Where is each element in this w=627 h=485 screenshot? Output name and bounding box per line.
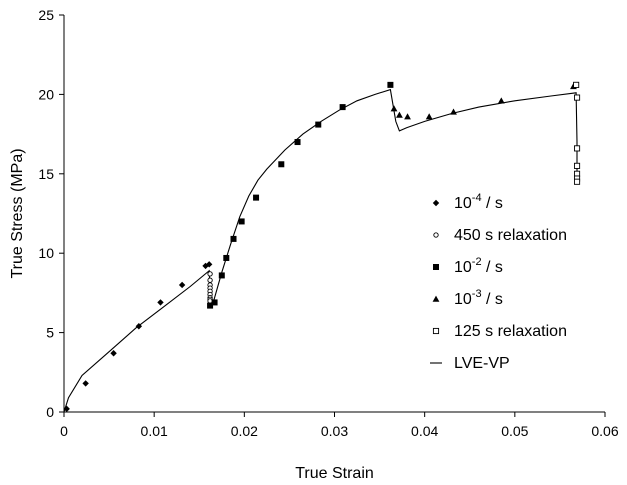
legend-item: 10-2 / s [433,256,503,276]
legend-item: 10-4 / s [432,192,503,212]
legend-label: 450 s relaxation [454,227,567,244]
data-point [207,271,213,277]
legend-label: 10-2 / s [454,256,503,276]
data-point [450,108,457,115]
data-point [573,178,581,185]
data-point [339,104,346,111]
series-3 [390,83,577,120]
data-point [230,235,237,242]
data-point [207,277,213,283]
legend-label: 125 s relaxation [454,323,567,340]
legend-item: LVE-VP [430,355,510,372]
x-tick-label: 0.05 [501,423,528,439]
data-point [253,194,260,201]
legend: 10-4 / s 450 s relaxation 10-2 / s 10-3 / s… [430,192,567,372]
data-point [238,218,245,225]
legend-label: LVE-VP [454,355,510,372]
data-point [294,139,301,146]
data-point [497,97,505,104]
legend-item: 125 s relaxation [432,323,567,340]
x-tick-label: 0.06 [591,423,618,439]
legend-marker [433,264,439,270]
y-tick-label: 25 [38,7,54,23]
data-point [573,94,581,101]
legend-item: 450 s relaxation [433,227,567,244]
x-tick-label: 0 [60,423,68,439]
data-point [425,113,433,120]
data-point [211,299,218,306]
x-tick-label: 0.02 [231,423,258,439]
y-tick-label: 20 [38,86,54,102]
legend-label: 10-3 / s [454,288,503,308]
ticks: 0 0.01 0.02 0.03 0.04 0.05 0.06 0 5 10 15 20 25 [38,7,618,439]
data-point [63,405,70,413]
legend-marker [432,295,440,302]
y-tick-label: 5 [46,325,54,341]
legend-item: 10-3 / s [432,288,503,308]
data-point [178,281,186,289]
data-point [218,272,225,279]
series-4 [573,81,581,185]
data-point [390,105,398,112]
y-tick-label: 0 [46,404,54,420]
legend-marker [432,199,440,207]
data-point [278,161,285,168]
y-axis-title: True Stress (MPa) [9,148,26,278]
x-tick-label: 0.03 [321,423,348,439]
data-point [315,121,322,128]
x-tick-label: 0.04 [411,423,438,439]
y-tick-label: 15 [38,166,54,182]
y-tick-label: 10 [38,245,54,261]
series-0 [63,261,213,413]
data-point [157,299,164,306]
legend-marker [433,232,439,238]
data-point [207,302,214,309]
series-2 [207,81,394,309]
data-point [82,380,89,387]
data-point [205,261,213,268]
data-point [573,81,580,88]
axes [63,15,605,413]
data-point [396,111,403,118]
data-marks [63,81,581,413]
data-point [573,162,581,169]
x-tick-label: 0.01 [141,423,168,439]
data-point [573,145,581,152]
legend-label: 10-4 / s [454,192,503,212]
data-point [110,350,117,357]
data-point [387,81,394,88]
legend-marker [432,327,440,335]
model-line-lve-vp [63,88,578,413]
x-axis-title: True Strain [295,465,374,482]
data-point [404,113,411,120]
data-point [223,254,230,261]
series-1 [207,271,213,304]
data-point [135,323,143,330]
